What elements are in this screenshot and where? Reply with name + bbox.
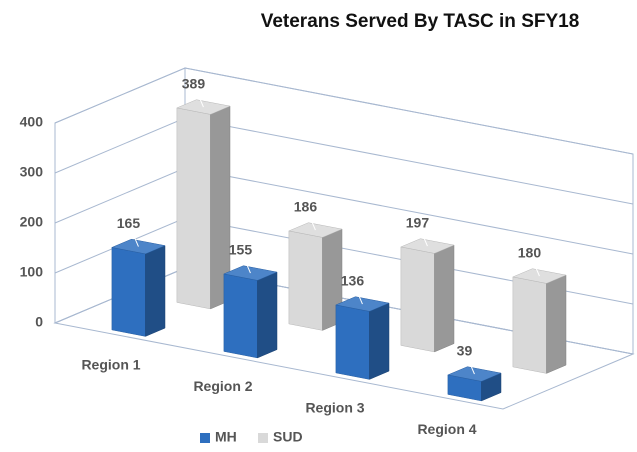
grid-line bbox=[54, 67, 634, 155]
bar-front bbox=[176, 107, 211, 310]
leader-line bbox=[467, 359, 475, 375]
leader-line bbox=[420, 231, 428, 247]
data-label: 165 bbox=[117, 215, 141, 231]
x-tick-label: Region 3 bbox=[305, 399, 364, 415]
y-tick-label: 400 bbox=[20, 114, 44, 130]
bar-side bbox=[434, 244, 455, 353]
bar-top bbox=[512, 268, 567, 284]
bar-front bbox=[223, 273, 258, 359]
data-label: 186 bbox=[294, 199, 318, 215]
data-label: 180 bbox=[518, 245, 542, 261]
data-label: 155 bbox=[229, 242, 253, 258]
bar-top bbox=[288, 222, 343, 238]
x-tick-label: Region 2 bbox=[193, 378, 252, 394]
data-label: 197 bbox=[406, 215, 430, 231]
x-tick-label: Region 1 bbox=[81, 356, 140, 372]
bar-side bbox=[257, 271, 278, 359]
legend-label: MH bbox=[215, 429, 237, 445]
bar-front bbox=[512, 276, 547, 374]
y-tick-label: 0 bbox=[35, 314, 43, 330]
data-label: 389 bbox=[182, 76, 206, 92]
leader-line bbox=[355, 289, 363, 305]
leader-line bbox=[131, 232, 139, 247]
bar-top bbox=[111, 238, 166, 255]
legend-label: SUD bbox=[273, 429, 303, 445]
bar-front bbox=[335, 304, 370, 380]
bar-front bbox=[111, 247, 146, 337]
bar-side bbox=[546, 274, 567, 374]
chart-title: Veterans Served By TASC in SFY18 bbox=[261, 11, 580, 32]
bar-side bbox=[145, 245, 166, 337]
x-tick-label: Region 4 bbox=[417, 421, 476, 437]
bar-side bbox=[369, 302, 390, 380]
y-tick-label: 100 bbox=[20, 264, 44, 280]
leader-line bbox=[308, 215, 316, 231]
data-label: 136 bbox=[341, 273, 365, 289]
legend-swatch bbox=[200, 433, 210, 443]
bar-top bbox=[223, 265, 278, 281]
y-tick-label: 200 bbox=[20, 214, 44, 230]
bar-top bbox=[447, 366, 502, 382]
data-label: 39 bbox=[457, 343, 473, 359]
bar-front bbox=[400, 246, 435, 353]
legend-swatch bbox=[258, 433, 268, 443]
leader-line bbox=[532, 261, 540, 277]
bar-top bbox=[176, 99, 231, 115]
bar-top bbox=[400, 238, 455, 254]
leader-line bbox=[196, 92, 204, 108]
leader-line bbox=[243, 258, 251, 274]
bar-front bbox=[288, 230, 323, 331]
grid-line bbox=[54, 117, 634, 205]
y-tick-label: 300 bbox=[20, 164, 44, 180]
bar-top bbox=[335, 296, 390, 312]
